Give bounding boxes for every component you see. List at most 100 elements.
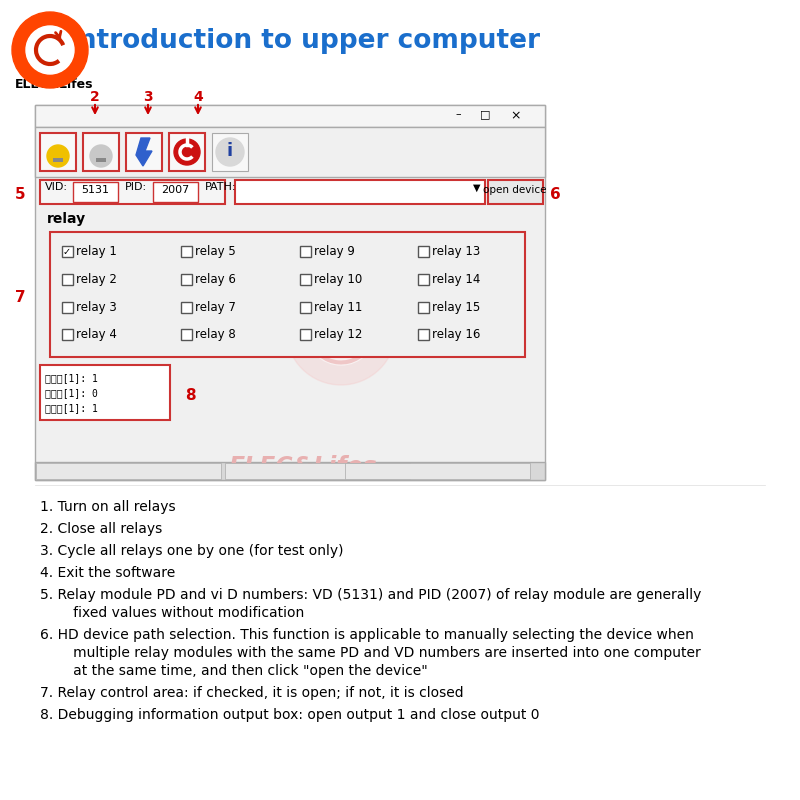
Circle shape xyxy=(47,145,69,167)
Text: 8. Debugging information output box: open output 1 and close output 0: 8. Debugging information output box: ope… xyxy=(40,708,539,722)
Text: relay 11: relay 11 xyxy=(314,301,362,314)
Circle shape xyxy=(286,275,396,385)
Text: relay 7: relay 7 xyxy=(194,301,236,314)
Bar xyxy=(153,182,198,202)
Text: relay 14: relay 14 xyxy=(432,273,481,286)
Text: relay 13: relay 13 xyxy=(432,245,481,258)
Text: 2: 2 xyxy=(90,90,100,104)
Circle shape xyxy=(174,139,200,165)
Text: 6. HD device path selection. This function is applicable to manually selecting t: 6. HD device path selection. This functi… xyxy=(40,628,694,642)
Text: 3. Cycle all relays one by one (for test only): 3. Cycle all relays one by one (for test… xyxy=(40,544,343,558)
Text: relay 9: relay 9 xyxy=(314,245,354,258)
Circle shape xyxy=(306,295,376,365)
Bar xyxy=(96,158,106,162)
Bar xyxy=(418,246,430,257)
Text: relay 6: relay 6 xyxy=(194,273,236,286)
Text: 2007: 2007 xyxy=(161,185,189,195)
Bar xyxy=(181,302,192,313)
Bar xyxy=(62,246,73,257)
Text: relay 15: relay 15 xyxy=(432,301,481,314)
Text: multiple relay modules with the same PD and VD numbers are inserted into one com: multiple relay modules with the same PD … xyxy=(60,646,701,660)
Bar xyxy=(40,365,170,420)
Bar xyxy=(35,105,545,127)
Bar xyxy=(418,302,430,313)
Bar xyxy=(418,330,430,340)
Text: PID:: PID: xyxy=(125,182,147,192)
Text: Introduction to upper computer: Introduction to upper computer xyxy=(68,28,540,54)
Bar xyxy=(418,274,430,285)
Bar xyxy=(35,127,545,177)
Bar xyxy=(225,463,410,479)
Text: fixed values without modification: fixed values without modification xyxy=(60,606,304,620)
Text: VID:: VID: xyxy=(45,182,68,192)
Text: 7: 7 xyxy=(15,290,26,305)
Bar xyxy=(53,158,63,162)
Bar xyxy=(36,463,221,479)
Bar xyxy=(35,462,545,480)
Text: 5. Relay module PD and vi D numbers: VD (5131) and PID (2007) of relay module ar: 5. Relay module PD and vi D numbers: VD … xyxy=(40,588,702,602)
Text: relay 12: relay 12 xyxy=(314,328,362,342)
Text: PATH:: PATH: xyxy=(205,182,237,192)
Text: ELEC&Lifes: ELEC&Lifes xyxy=(229,455,378,479)
Bar xyxy=(62,302,73,313)
Text: relay 1: relay 1 xyxy=(76,245,117,258)
Bar xyxy=(62,274,73,285)
Text: relay: relay xyxy=(47,212,86,226)
Circle shape xyxy=(26,26,74,74)
Bar xyxy=(73,182,118,202)
Text: ELEC&Lifes: ELEC&Lifes xyxy=(15,78,94,91)
Text: relay 3: relay 3 xyxy=(76,301,117,314)
Text: open device: open device xyxy=(483,185,546,195)
Text: at the same time, and then click "open the device": at the same time, and then click "open t… xyxy=(60,664,428,678)
Bar xyxy=(181,330,192,340)
Text: relay 2: relay 2 xyxy=(76,273,117,286)
Bar xyxy=(181,274,192,285)
Text: 6: 6 xyxy=(550,187,561,202)
Text: 继电器[1]: 1: 继电器[1]: 1 xyxy=(45,403,98,413)
Text: relay 8: relay 8 xyxy=(194,328,235,342)
Text: 5131: 5131 xyxy=(81,185,109,195)
Bar xyxy=(345,463,530,479)
Polygon shape xyxy=(136,138,152,166)
Text: 1. Turn on all relays: 1. Turn on all relays xyxy=(40,500,176,514)
Text: 5: 5 xyxy=(15,187,26,202)
Text: 2. Close all relays: 2. Close all relays xyxy=(40,522,162,536)
Bar xyxy=(50,232,525,357)
Text: 4. Exit the software: 4. Exit the software xyxy=(40,566,175,580)
Text: □: □ xyxy=(480,109,490,119)
Text: ✓: ✓ xyxy=(63,247,71,257)
Text: 继电器[1]: 0: 继电器[1]: 0 xyxy=(45,388,98,398)
Text: ×: × xyxy=(510,109,521,122)
Circle shape xyxy=(90,145,112,167)
Text: 4: 4 xyxy=(193,90,203,104)
Text: –: – xyxy=(455,109,461,119)
Text: 8: 8 xyxy=(185,387,196,402)
Text: 继电器[1]: 1: 继电器[1]: 1 xyxy=(45,373,98,383)
Bar xyxy=(62,330,73,340)
Circle shape xyxy=(216,138,244,166)
Text: ▼: ▼ xyxy=(473,183,481,193)
Circle shape xyxy=(12,12,88,88)
Bar xyxy=(126,133,162,171)
Text: relay 16: relay 16 xyxy=(432,328,481,342)
Bar xyxy=(40,180,225,204)
Text: relay 10: relay 10 xyxy=(314,273,362,286)
Bar xyxy=(299,274,310,285)
Bar xyxy=(488,180,543,204)
Bar xyxy=(299,302,310,313)
Bar xyxy=(299,246,310,257)
Bar xyxy=(83,133,119,171)
Text: 7. Relay control area: if checked, it is open; if not, it is closed: 7. Relay control area: if checked, it is… xyxy=(40,686,464,700)
Bar xyxy=(169,133,205,171)
Bar xyxy=(35,105,545,480)
Bar xyxy=(235,180,485,204)
Bar xyxy=(212,133,248,171)
Bar xyxy=(181,246,192,257)
Circle shape xyxy=(180,145,194,159)
Text: relay 4: relay 4 xyxy=(76,328,117,342)
Bar xyxy=(40,133,76,171)
Text: 3: 3 xyxy=(143,90,153,104)
Text: relay 5: relay 5 xyxy=(194,245,235,258)
Bar xyxy=(299,330,310,340)
Text: i: i xyxy=(227,142,233,160)
